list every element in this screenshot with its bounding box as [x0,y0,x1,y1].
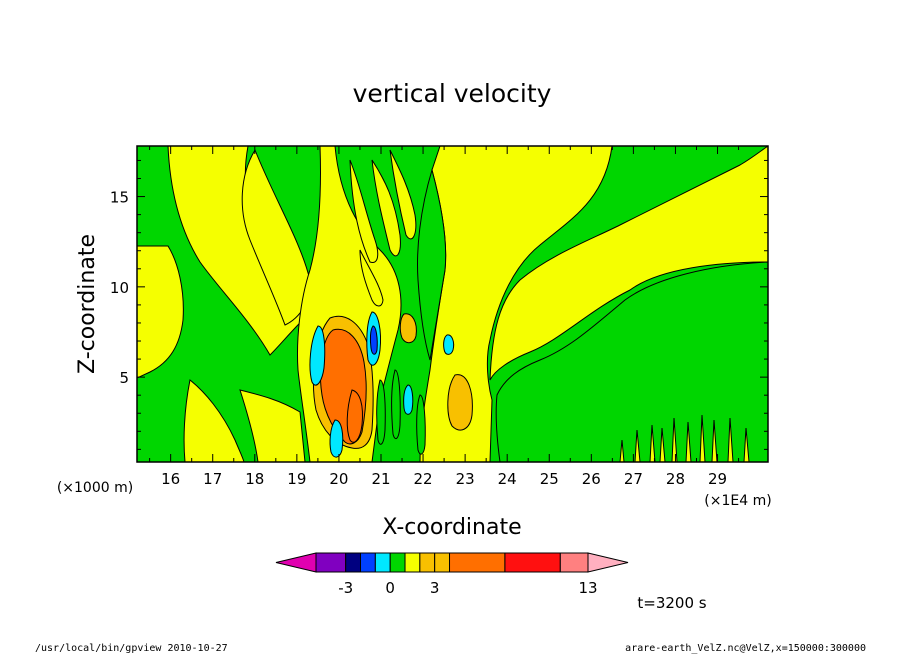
colorbar-segment [360,552,376,573]
footer-left: /usr/local/bin/gpview 2010-10-27 [35,643,228,654]
green-streak-core-2 [391,369,401,440]
yellow-band-left [137,245,184,379]
y-tick-label: 15 [110,189,129,207]
yellow-band-lower-left [183,379,245,462]
colorbar-segment [374,552,391,573]
colorbar [275,552,629,573]
green-right-region [495,261,768,462]
x-tick-label: 28 [666,470,685,488]
blue-downdraft-core [369,325,378,355]
orange-lower-lobe [346,389,363,443]
lightorange-blob-right [447,374,473,431]
x-tick-label: 26 [582,470,601,488]
colorbar-segment [345,552,362,573]
green-streak-core-3 [416,394,426,455]
colorbar-segment [434,552,451,573]
x-tick-label: 16 [161,470,180,488]
colorbar-segment [389,552,406,573]
x-tick-label: 24 [498,470,517,488]
x-tick-label: 23 [456,470,475,488]
footer-right: arare-earth_VelZ.nc@VelZ,x=150000:300000 [625,643,866,654]
chart-title: vertical velocity [353,79,552,108]
x-tick-label: 17 [203,470,222,488]
colorbar-segment [419,552,436,573]
x-axis: 16 17 18 19 20 21 22 23 24 25 26 27 28 29 [149,146,740,488]
yellow-streak-2 [371,159,401,257]
plot-area [137,146,768,462]
y-axis-label: Z-coordinate [75,234,100,374]
colorbar-tick-label: -3 [338,579,353,597]
x-unit-note: (×1E4 m) [704,493,771,509]
x-scale-note: (×1000 m) [57,480,133,496]
y-tick-label: 10 [110,279,129,297]
green-diagonal-band [417,168,447,361]
x-tick-label: 22 [414,470,433,488]
x-tick-label: 25 [540,470,559,488]
yellow-streak-4 [359,249,384,307]
colorbar-tick-label: 0 [385,579,395,597]
y-tick-label: 5 [119,369,129,387]
x-tick-label: 29 [708,470,727,488]
yellow-band-mid-left [241,148,311,326]
colorbar-segment [404,552,421,573]
yellow-streak-3 [389,149,417,240]
yellow-band-low-mid [239,389,306,462]
cyan-downdraft-left [309,325,326,386]
plot-frame [136,145,769,463]
colorbar-segment [315,552,347,573]
colorbar-labels: -3 0 3 13 [338,579,597,597]
y-axis: 5 10 15 [110,159,768,450]
x-tick-label: 21 [371,470,390,488]
x-axis-label: X-coordinate [382,515,521,540]
colorbar-segment [504,552,561,573]
x-tick-label: 20 [329,470,348,488]
colorbar-min-arrow [275,552,317,573]
cyan-spot-2 [403,384,414,415]
x-tick-label: 19 [287,470,306,488]
yellow-right-wide [489,146,768,381]
time-label: t=3200 s [637,594,706,612]
yellow-streak-1 [349,159,379,264]
colorbar-segment [449,552,506,573]
green-streak-core [376,379,386,445]
colorbar-max-arrow [587,552,629,573]
cyan-downdraft-low [329,419,344,458]
x-tick-label: 18 [245,470,264,488]
colorbar-tick-label: 13 [578,579,597,597]
colorbar-segment [559,552,589,573]
yellow-surface-spikes [619,414,750,462]
colorbar-tick-label: 3 [430,579,440,597]
x-tick-label: 27 [624,470,643,488]
lightorange-blob-upper [399,313,417,344]
cyan-spot [443,334,455,355]
